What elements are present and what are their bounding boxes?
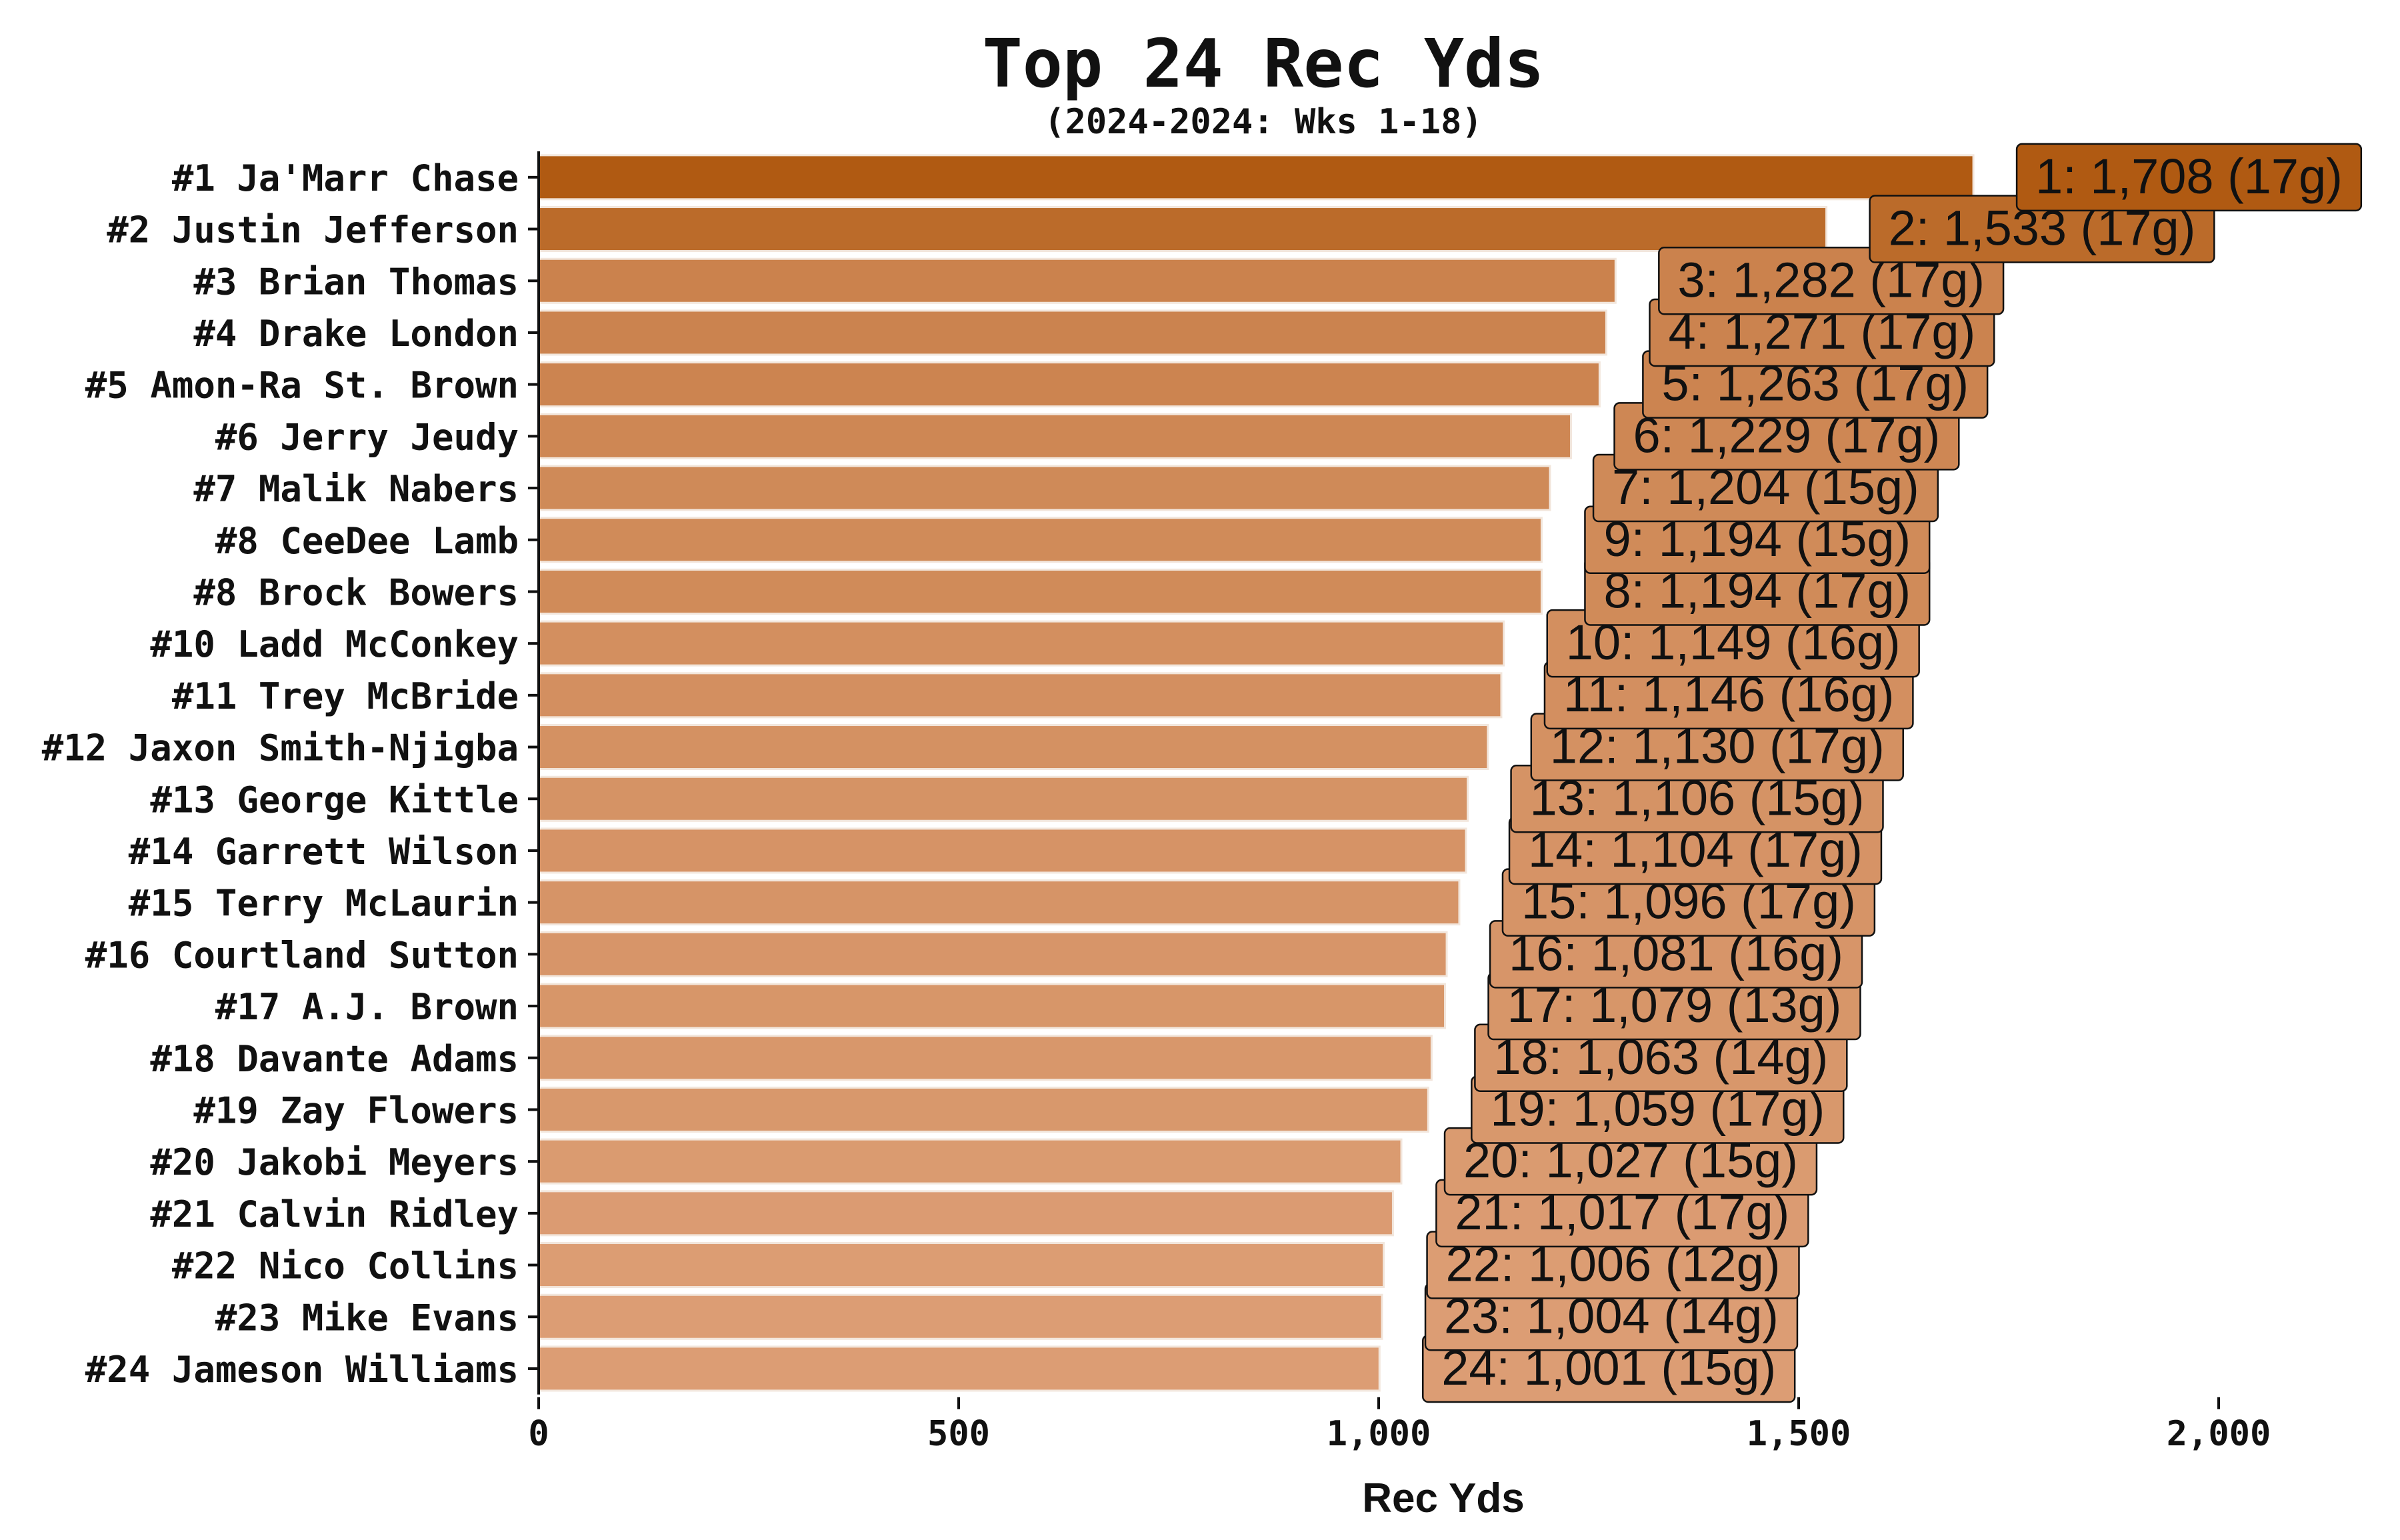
y-tick-label: #3 Brian Thomas (193, 261, 519, 303)
bars-group (537, 154, 1975, 1392)
y-tick-label: #16 Courtland Sutton (85, 934, 519, 976)
bar (537, 724, 1489, 771)
y-tick-label: #23 Mike Evans (215, 1297, 519, 1339)
x-tick-label: 2,000 (2167, 1414, 2271, 1454)
data-labels-group: 24: 1,001 (15g)23: 1,004 (14g)22: 1,006 … (1422, 143, 2363, 1403)
bar (537, 931, 1448, 977)
x-axis-title: Rec Yds (1362, 1475, 1525, 1521)
bar (537, 775, 1469, 822)
y-tick-label: #4 Drake London (193, 313, 519, 355)
bar (537, 206, 1828, 253)
bar (537, 1293, 1383, 1340)
y-tick-label: #8 CeeDee Lamb (215, 520, 519, 562)
x-tick-label: 500 (927, 1414, 990, 1454)
bar (537, 568, 1543, 615)
y-tick-label: #1 Ja'Marr Chase (172, 157, 519, 199)
bar (537, 1138, 1403, 1185)
y-tick-label: #8 Brock Bowers (193, 571, 519, 613)
x-tick-label: 0 (528, 1414, 549, 1454)
bar (537, 1345, 1381, 1392)
chart-subtitle: (2024-2024: Wks 1-18) (1044, 102, 1482, 142)
y-tick-label: #11 Trey McBride (172, 675, 519, 717)
data-label-box (1658, 247, 2005, 315)
x-tick-label: 1,000 (1327, 1414, 1431, 1454)
bar (537, 517, 1543, 563)
y-tick-label: #21 Calvin Ridley (150, 1193, 519, 1235)
y-tick-label: #19 Zay Flowers (193, 1089, 519, 1131)
data-label: 1: 1,708 (17g) (2015, 143, 2363, 212)
bar (537, 309, 1607, 356)
bar (537, 1190, 1394, 1237)
y-tick-label: #6 Jerry Jeudy (215, 416, 519, 458)
data-label-box (2015, 143, 2363, 212)
bar (537, 1086, 1429, 1133)
x-axis: 0 500 1,000 1,500 2,000 (528, 1397, 2271, 1454)
bar (537, 465, 1551, 511)
y-tick-label: #12 Jaxon Smith-Njigba (42, 727, 519, 769)
chart-title: Top 24 Rec Yds (983, 25, 1545, 103)
y-tick-label: #2 Justin Jefferson (107, 209, 519, 251)
bar (537, 257, 1617, 304)
bar (537, 361, 1601, 408)
y-tick-label: #14 Garrett Wilson (129, 831, 519, 873)
data-label-text: 1: 1,708 (17g) (2035, 149, 2343, 204)
bar (537, 1242, 1385, 1289)
bar (537, 154, 1975, 201)
y-tick-label: #24 Jameson Williams (85, 1349, 519, 1391)
bar (537, 827, 1467, 874)
bar (537, 620, 1505, 667)
y-tick-label: #17 A.J. Brown (215, 986, 519, 1028)
bar (537, 1035, 1433, 1081)
y-tick-label: #13 George Kittle (150, 779, 519, 821)
y-axis: #1 Ja'Marr Chase #2 Justin Jefferson #3 Br… (42, 151, 540, 1395)
bar (537, 983, 1447, 1029)
bar (537, 672, 1503, 719)
bar (537, 413, 1573, 459)
y-tick-label: #10 Ladd McConkey (150, 623, 519, 665)
y-tick-label: #15 Terry McLaurin (129, 883, 519, 925)
y-tick-label: #7 Malik Nabers (193, 468, 519, 510)
x-tick-label: 1,500 (1747, 1414, 1851, 1454)
bar (537, 879, 1461, 926)
y-tick-label: #20 Jakobi Meyers (150, 1141, 519, 1183)
y-tick-label: #22 Nico Collins (172, 1245, 519, 1287)
y-tick-label: #5 Amon-Ra St. Brown (85, 365, 519, 407)
y-tick-label: #18 Davante Adams (150, 1038, 519, 1080)
